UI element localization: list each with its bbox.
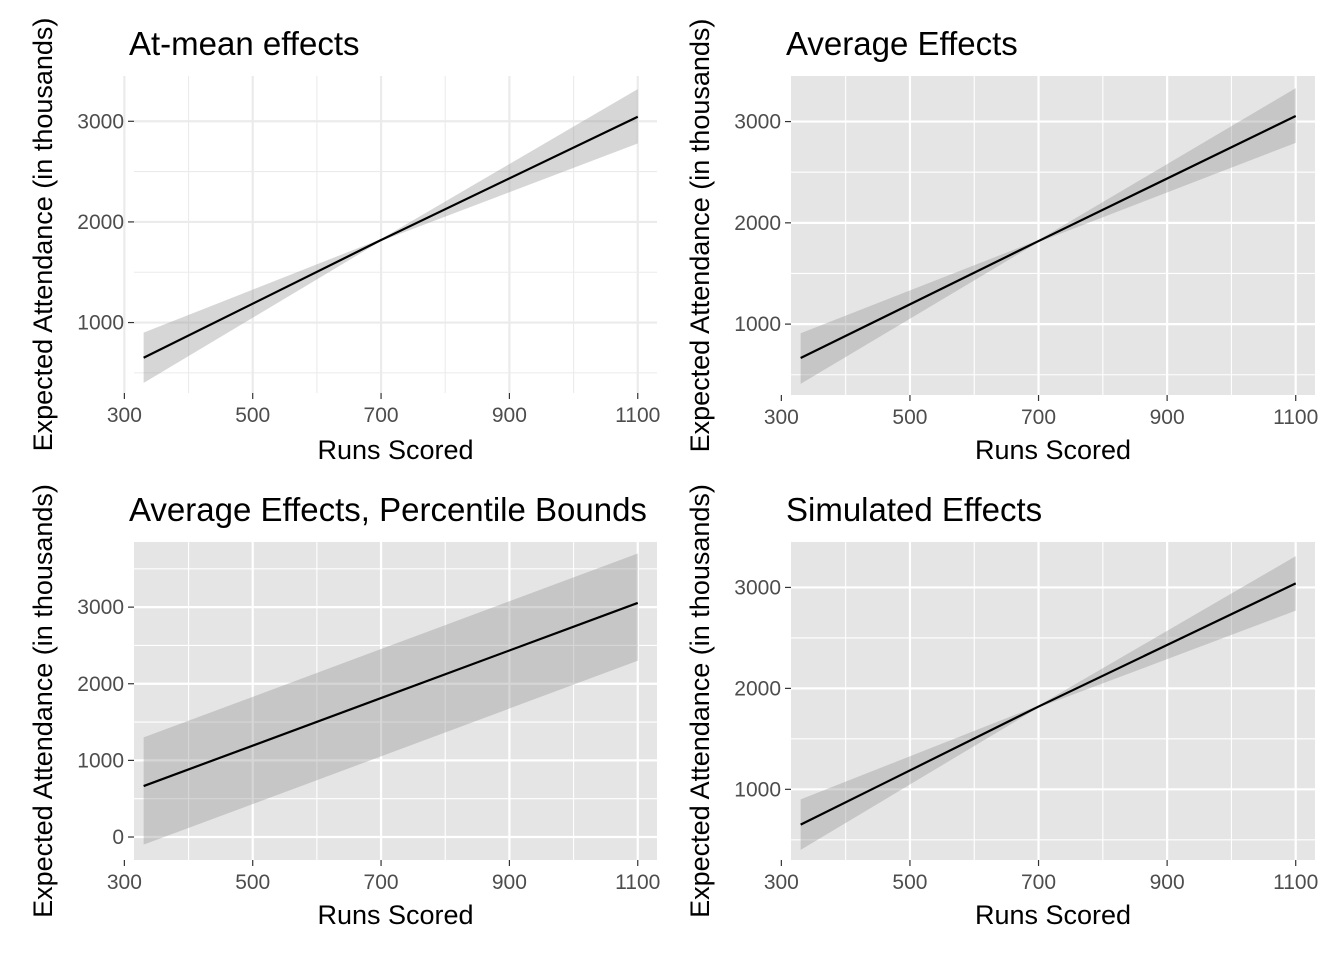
y-tick-label: 2000	[77, 211, 124, 234]
chart-panel-4: 300 500 700 900 1100 1000 2000 3000 Simulated Ef…	[685, 484, 1318, 930]
series-line	[143, 115, 639, 359]
series-line	[800, 582, 1297, 826]
y-axis-title: Expected Attendance (in thousands)	[28, 18, 58, 452]
chart-panel-2: 300 500 700 900 1100 1000 2000 3000 Average Effe…	[685, 19, 1318, 465]
x-tick-label: 1100	[615, 404, 660, 427]
y-tick-label: 2000	[734, 677, 781, 700]
chart-title: Average Effects, Percentile Bounds	[129, 491, 647, 528]
x-tick-label: 500	[235, 871, 270, 894]
series-line	[143, 601, 639, 788]
x-tick-label: 900	[1150, 406, 1185, 429]
panel-background	[791, 76, 1315, 395]
x-axis-title: Runs Scored	[317, 435, 473, 465]
confidence-ribbon	[143, 553, 638, 845]
y-tick-label: 1000	[77, 312, 124, 335]
x-tick-label: 500	[892, 406, 927, 429]
x-tick-label: 500	[235, 404, 270, 427]
x-tick-label: 500	[892, 871, 927, 894]
x-tick-label: 700	[1021, 406, 1056, 429]
panel-background	[791, 542, 1315, 860]
x-tick-label: 1100	[1273, 406, 1318, 429]
y-tick-label: 0	[112, 826, 124, 849]
chart-panel-1: 300 500 700 900 1100 1000 2000 3000 At-mean effe…	[28, 18, 660, 465]
y-tick-label: 1000	[734, 313, 781, 336]
y-axis-title: Expected Attendance (in thousands)	[28, 484, 58, 918]
x-tick-label: 900	[492, 871, 527, 894]
x-tick-label: 700	[364, 404, 399, 427]
x-tick-label: 300	[764, 406, 799, 429]
y-tick-label: 1000	[734, 778, 781, 801]
x-tick-label: 300	[107, 871, 142, 894]
y-tick-label: 3000	[77, 110, 124, 133]
x-axis-title: Runs Scored	[317, 900, 473, 930]
y-tick-label: 3000	[77, 596, 124, 619]
x-tick-label: 700	[1021, 871, 1056, 894]
y-tick-label: 3000	[734, 111, 781, 134]
x-axis-title: Runs Scored	[975, 900, 1131, 930]
chart-title: At-mean effects	[129, 25, 360, 62]
x-tick-label: 300	[764, 871, 799, 894]
x-tick-label: 700	[364, 871, 399, 894]
y-tick-label: 1000	[77, 749, 124, 772]
chart-panel-3: 300 500 700 900 1100 0 1000 2000 3000 Average Eff…	[28, 484, 660, 930]
x-tick-label: 900	[492, 404, 527, 427]
chart-title: Average Effects	[786, 25, 1018, 62]
x-tick-label: 900	[1150, 871, 1185, 894]
y-axis-title: Expected Attendance (in thousands)	[685, 484, 715, 918]
y-axis-title: Expected Attendance (in thousands)	[685, 19, 715, 453]
x-tick-label: 1100	[615, 871, 660, 894]
x-tick-label: 1100	[1273, 871, 1318, 894]
chart-title: Simulated Effects	[786, 491, 1042, 528]
y-tick-label: 2000	[77, 673, 124, 696]
y-tick-label: 2000	[734, 212, 781, 235]
y-tick-label: 3000	[734, 576, 781, 599]
x-tick-label: 300	[107, 404, 142, 427]
panel-background	[134, 76, 657, 393]
series-line	[800, 115, 1297, 360]
panel-background	[134, 542, 657, 860]
x-axis-title: Runs Scored	[975, 435, 1131, 465]
